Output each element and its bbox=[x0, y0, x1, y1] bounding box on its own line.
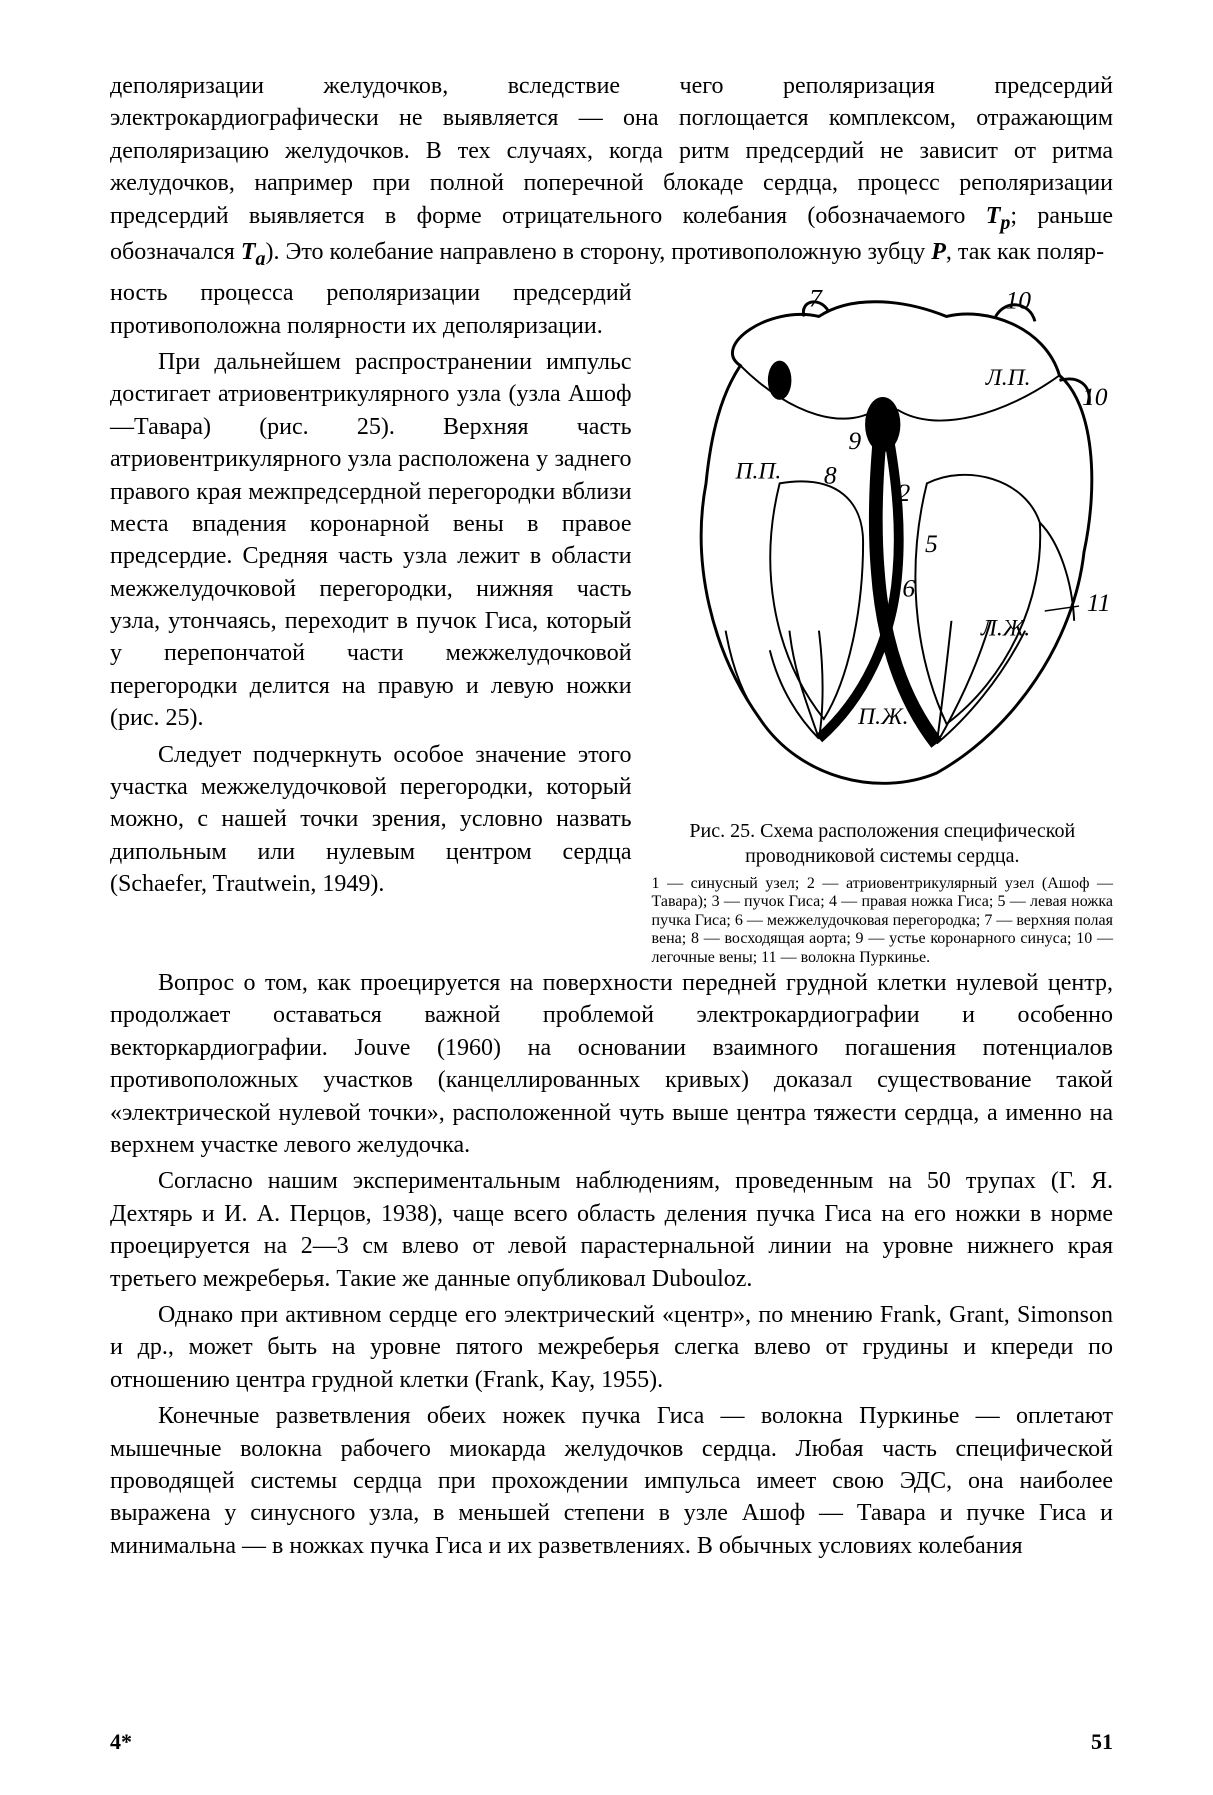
heart-conduction-diagram: 7 10 10 9 8 2 5 6 11 П.П. Л.П. Л.Ж. П.Ж. bbox=[652, 287, 1113, 798]
label-6: 6 bbox=[902, 573, 915, 602]
label-7: 7 bbox=[809, 287, 823, 313]
paragraph-7: Конечные разветвления обеих ножек пучка … bbox=[110, 1400, 1113, 1562]
footer-signature: 4* bbox=[110, 1729, 132, 1755]
label-LZh: Л.Ж. bbox=[979, 616, 1029, 642]
page-footer: 4* 51 bbox=[110, 1729, 1113, 1755]
figure-25: 7 10 10 9 8 2 5 6 11 П.П. Л.П. Л.Ж. П.Ж. bbox=[652, 287, 1113, 967]
figure-column: 7 10 10 9 8 2 5 6 11 П.П. Л.П. Л.Ж. П.Ж. bbox=[652, 277, 1113, 967]
label-11: 11 bbox=[1086, 588, 1110, 617]
figure-title: Схема расположения специфической проводн… bbox=[745, 820, 1075, 867]
label-2: 2 bbox=[897, 478, 910, 507]
paragraph-2: При дальнейшем распространении импульс д… bbox=[110, 346, 632, 735]
symbol-Tp: Tр bbox=[986, 203, 1011, 229]
label-9: 9 bbox=[848, 426, 861, 455]
paragraph-5: Согласно нашим экспериментальным наблюде… bbox=[110, 1165, 1113, 1295]
figure-legend: 1 — синусный узел; 2 — атриовентрикулярн… bbox=[652, 875, 1113, 967]
label-10-top: 10 bbox=[1005, 287, 1031, 315]
paragraph-1-top: деполяризации желудочков, вследствие чег… bbox=[110, 70, 1113, 273]
label-PZh: П.Ж. bbox=[857, 704, 908, 730]
sa-node bbox=[767, 361, 791, 400]
paragraph-3: Следует подчеркнуть особое значение этог… bbox=[110, 739, 632, 901]
label-PP: П.П. bbox=[734, 459, 781, 485]
symbol-P: P bbox=[931, 239, 946, 265]
label-5: 5 bbox=[924, 529, 937, 558]
text-run: , так как поляр- bbox=[946, 239, 1104, 265]
text-run: деполяризации желудочков, вследствие чег… bbox=[110, 73, 1113, 229]
page-number: 51 bbox=[1091, 1729, 1113, 1755]
label-LP: Л.П. bbox=[984, 365, 1030, 391]
figure-caption: Рис. 25. Схема расположения специфическо… bbox=[652, 819, 1113, 869]
paragraph-6: Однако при активном сердце его электриче… bbox=[110, 1299, 1113, 1396]
label-10-right: 10 bbox=[1082, 382, 1108, 411]
figure-number: Рис. 25. bbox=[689, 820, 755, 842]
label-8: 8 bbox=[823, 461, 836, 490]
paragraph-1-continuation: ность процесса реполяризации предсердий … bbox=[110, 277, 632, 342]
symbol-Ta: Tа bbox=[241, 239, 266, 265]
paragraph-4: Вопрос о том, как проецируется на поверх… bbox=[110, 967, 1113, 1161]
text-run: ). Это колебание направлено в сторону, п… bbox=[266, 239, 932, 265]
left-text-column: ность процесса реполяризации предсердий … bbox=[110, 277, 632, 967]
text-figure-wrap: ность процесса реполяризации предсердий … bbox=[110, 277, 1113, 967]
page-body: деполяризации желудочков, вследствие чег… bbox=[110, 70, 1113, 1562]
